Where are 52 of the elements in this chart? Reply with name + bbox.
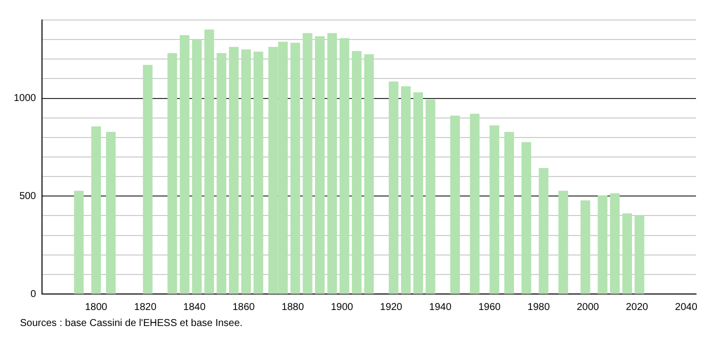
bar [106, 132, 116, 294]
x-tick-label: 1840 [183, 302, 206, 313]
bar [302, 33, 312, 294]
bar [413, 92, 424, 294]
x-tick-label: 1980 [528, 302, 550, 313]
bar [142, 64, 153, 294]
bar [401, 86, 411, 294]
x-tick-label: 1800 [84, 302, 108, 313]
bar [538, 168, 548, 294]
bar [522, 142, 532, 294]
bar [290, 42, 300, 294]
x-tick-label: 1820 [134, 302, 157, 313]
bar [634, 214, 644, 294]
x-tick-label: 2040 [675, 302, 698, 313]
bar [364, 54, 374, 294]
bar [74, 190, 84, 294]
bar [167, 53, 178, 294]
bar [91, 126, 101, 294]
y-tick-label: 500 [19, 190, 36, 202]
bar [504, 132, 514, 294]
x-tick-label: 2020 [626, 302, 649, 313]
y-tick-label: 1000 [14, 93, 36, 104]
x-tick-label: 2000 [576, 302, 600, 313]
source-note: Sources : base Cassini de l'EHESS et base Insee. [20, 318, 244, 329]
bar [622, 213, 632, 294]
bar [180, 35, 190, 294]
bar [490, 125, 500, 294]
bar [580, 200, 590, 294]
bar [470, 114, 480, 294]
bar [314, 36, 325, 294]
bar [216, 53, 226, 294]
x-tick-label: 1940 [429, 302, 452, 313]
bar [426, 100, 436, 294]
bar [340, 38, 350, 294]
bar [352, 50, 362, 294]
bar [327, 33, 337, 294]
x-tick-label: 1880 [282, 302, 304, 313]
x-tick-label: 1920 [380, 302, 403, 313]
bar [241, 49, 251, 294]
x-tick-label: 1860 [232, 302, 256, 313]
bar [192, 40, 202, 294]
x-tick-label: 1960 [478, 302, 502, 313]
bar [598, 195, 608, 294]
bar [450, 116, 460, 294]
x-tick-label: 1900 [330, 302, 354, 313]
bar [558, 190, 568, 294]
bar [254, 52, 264, 294]
bar [388, 82, 398, 294]
bar [610, 193, 620, 294]
bar [228, 46, 239, 294]
y-tick-label: 0 [30, 288, 36, 300]
bar [204, 29, 214, 294]
